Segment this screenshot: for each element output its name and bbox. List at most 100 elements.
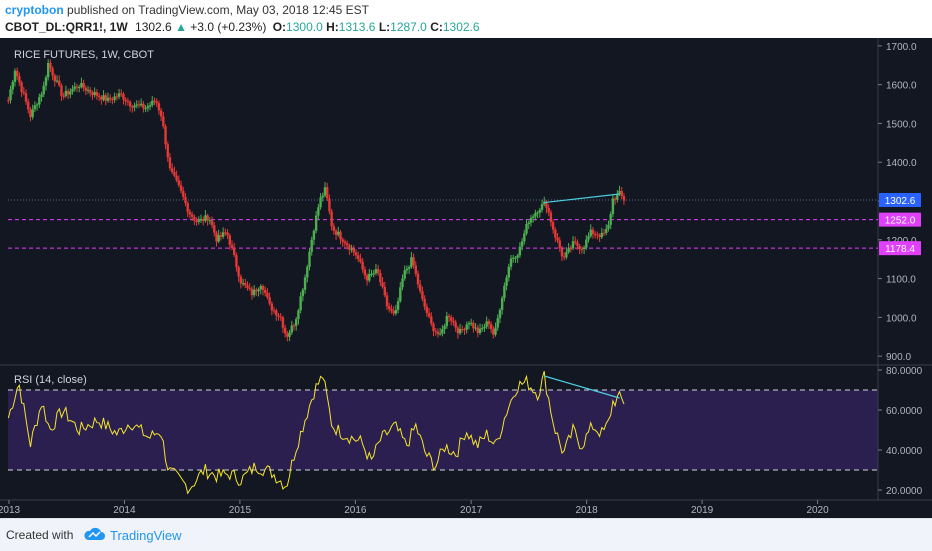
- price-tick-label: 1700.0: [886, 42, 917, 53]
- candle-body: [142, 103, 145, 109]
- candle-body: [49, 62, 52, 69]
- time-tick-label: 2020: [806, 505, 829, 516]
- candle-body: [111, 99, 114, 101]
- candle-body: [352, 248, 355, 253]
- candle-body: [589, 229, 592, 237]
- time-tick-label: 2015: [229, 505, 252, 516]
- candle-body: [15, 70, 19, 77]
- candle-body: [525, 223, 528, 234]
- candle-body: [77, 86, 81, 88]
- candle-body: [370, 273, 373, 275]
- candle-body: [13, 70, 17, 82]
- candle-body: [153, 100, 156, 102]
- candle-body: [170, 168, 174, 173]
- candle-body: [483, 326, 486, 329]
- candle-body: [376, 269, 380, 274]
- candle-body: [582, 247, 586, 250]
- candle-body: [31, 109, 34, 118]
- change-up-icon: ▲: [175, 20, 187, 34]
- candle-body: [512, 257, 515, 259]
- candle-body: [233, 247, 236, 256]
- time-tick-label: 2014: [113, 505, 136, 516]
- candle-body: [58, 80, 61, 86]
- candle-body: [122, 93, 125, 100]
- candle-body: [115, 96, 119, 98]
- footer-bar: Created with TradingView: [0, 518, 932, 551]
- candle-body: [443, 325, 446, 330]
- candle-body: [208, 220, 212, 222]
- candle-body: [151, 100, 154, 106]
- open-label: O:: [272, 20, 287, 34]
- published-text: published on TradingView.com, May 03, 20…: [67, 3, 369, 17]
- candle-body: [131, 106, 134, 108]
- candle-body: [266, 292, 269, 298]
- candle-body: [277, 315, 280, 317]
- candle-body: [75, 86, 79, 88]
- candle-body: [593, 234, 597, 236]
- price-trendline[interactable]: [544, 193, 620, 204]
- candle-body: [549, 212, 553, 223]
- candle-body: [365, 275, 369, 281]
- candle-body: [529, 218, 533, 223]
- candle-body: [259, 285, 262, 290]
- rsi-y-axis[interactable]: 80.0000 60.0000 40.0000 20.0000: [878, 366, 923, 497]
- candle-body: [540, 204, 544, 210]
- price-tick-label: 900.0: [886, 352, 911, 363]
- candle-body: [518, 246, 522, 256]
- candle-body: [361, 261, 364, 270]
- candle-body: [128, 101, 132, 107]
- candle-body: [494, 327, 497, 335]
- rsi-tick-label: 60.0000: [886, 406, 923, 417]
- candle-body: [558, 240, 561, 249]
- candle-body: [585, 239, 588, 248]
- candle-body: [465, 324, 468, 330]
- last-price: 1302.6: [135, 20, 172, 34]
- candle-body: [157, 103, 161, 111]
- candle-body: [421, 291, 424, 299]
- price-chart[interactable]: 1700.01600.01500.01400.01300.01200.01100…: [0, 38, 932, 518]
- level-label: 1178.4: [885, 244, 915, 255]
- candles[interactable]: [7, 59, 626, 342]
- candle-body: [201, 219, 205, 221]
- tradingview-brand-link[interactable]: TradingView: [110, 528, 182, 543]
- candle-body: [290, 325, 293, 333]
- candle-body: [224, 232, 227, 234]
- candle-body: [117, 93, 121, 97]
- candle-body: [248, 287, 251, 289]
- rsi-trendline[interactable]: [544, 375, 620, 399]
- tradingview-cloud-icon: [84, 527, 105, 540]
- candle-body: [489, 324, 493, 330]
- candle-body: [124, 99, 127, 102]
- candle-body: [268, 297, 271, 304]
- candle-body: [24, 93, 28, 102]
- candle-body: [42, 85, 45, 95]
- candle-body: [193, 216, 196, 221]
- close-value: 1302.6: [442, 20, 480, 34]
- author-link[interactable]: cryptobon: [5, 3, 64, 17]
- candle-body: [423, 298, 426, 307]
- candle-body: [73, 86, 76, 89]
- candle-body: [445, 316, 448, 326]
- rsi-line[interactable]: [7, 370, 625, 495]
- candle-body: [339, 231, 342, 240]
- candle-body: [308, 251, 311, 267]
- level-label: 1252.0: [885, 216, 916, 227]
- candle-body: [607, 224, 610, 229]
- candle-body: [450, 317, 453, 321]
- candle-body: [22, 91, 26, 94]
- candle-body: [62, 95, 65, 97]
- candle-body: [113, 96, 116, 100]
- candle-body: [432, 323, 435, 331]
- candle-body: [55, 80, 59, 82]
- time-x-axis[interactable]: 2013 2014 2015 2016 2017 2018 2019 2020: [0, 500, 829, 516]
- low-label: L:: [378, 20, 391, 34]
- candle-body: [461, 329, 464, 331]
- symbol-label[interactable]: CBOT_DL:QRR1!, 1W: [5, 20, 128, 34]
- candle-body: [244, 283, 247, 286]
- candle-body: [102, 95, 105, 100]
- candle-body: [578, 245, 581, 249]
- candle-body: [252, 289, 256, 296]
- candle-body: [330, 211, 333, 227]
- candle-body: [69, 91, 72, 95]
- candle-body: [168, 157, 172, 169]
